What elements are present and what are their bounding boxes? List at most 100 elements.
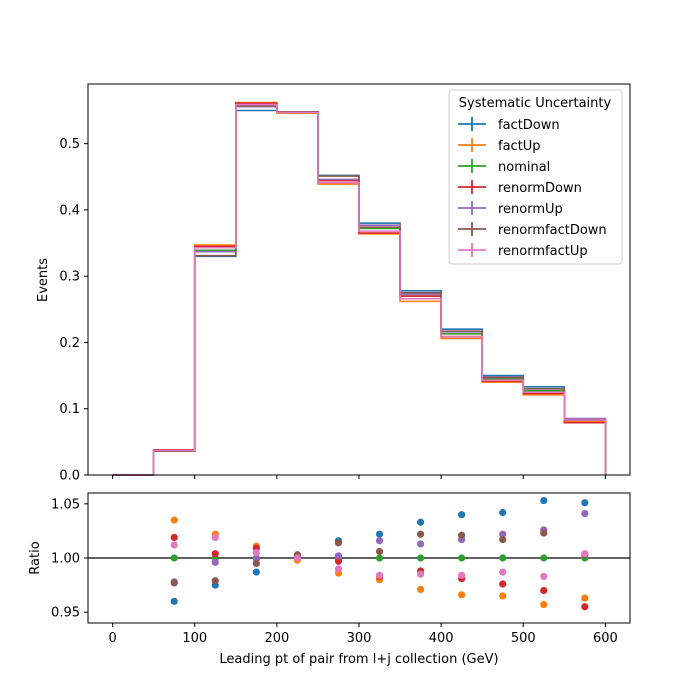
ratio-point [581,509,589,518]
legend-label: factUp [498,139,541,154]
ratio-point [540,586,548,595]
ratio-point [375,537,384,545]
ratio-point [416,540,425,548]
ratio-point [499,535,507,544]
step-series-renormfactUp [112,103,607,476]
ratio-y-ticks: 0.95 1.00 1.05 [51,497,88,621]
main-plot-frame [87,83,631,476]
legend-label: renormfactDown [498,223,607,238]
ratio-x-tick-label: 0 [108,631,116,646]
ratio-point [334,565,343,573]
main-y-tick-label: 0.2 [59,336,80,351]
ratio-point [416,554,425,562]
ratio-point [416,518,425,526]
ratio-point [211,577,219,585]
main-y-ticks: 0.0 0.1 0.2 0.3 0.4 0.5 [59,137,88,484]
ratio-series-renormfactUp [170,533,589,581]
ratio-point [581,499,589,507]
ratio-point [581,550,589,558]
ratio-point [252,559,260,568]
ratio-point [170,533,178,542]
ratio-point [416,585,425,594]
main-y-tick-label: 0.0 [59,469,80,484]
ratio-x-tick-label: 300 [347,631,372,646]
ratio-point [458,591,466,599]
main-y-tick-label: 0.1 [59,402,80,417]
ratio-point [458,554,466,562]
ratio-point [458,531,466,539]
ratio-x-tick-label: 500 [511,631,536,646]
ratio-point [170,579,178,587]
main-y-axis-label: Events [36,258,51,302]
ratio-point [540,554,548,562]
ratio-point [170,516,178,524]
ratio-x-tick-label: 100 [182,631,207,646]
main-y-tick-label: 0.5 [59,137,80,152]
ratio-point [581,594,589,602]
ratio-plot-frame [87,492,631,624]
legend-entry-renormfactUp: renormfactUp [458,243,588,259]
ratio-points [170,496,589,611]
legend-entry-renormDown: renormDown [458,180,582,196]
ratio-point [334,557,343,565]
ratio-point [170,541,178,549]
main-x-ticks [112,475,606,479]
ratio-y-tick-label: 0.95 [51,606,80,621]
legend: Systematic Uncertainty factDown factUp nom… [448,89,623,265]
step-series-renormDown [112,102,607,476]
legend-entry-renormfactDown: renormfactDown [458,222,607,238]
legend-label: nominal [498,160,550,175]
ratio-point [540,572,548,581]
main-y-tick-label: 0.4 [59,203,80,218]
ratio-y-axis-label: Ratio [28,541,43,574]
ratio-point [334,539,343,547]
ratio-point [252,548,260,557]
ratio-point [540,529,548,537]
legend-label: renormUp [498,202,563,217]
ratio-point [293,554,302,562]
ratio-point [252,568,260,576]
ratio-point [499,508,507,517]
ratio-x-axis-label: Leading pt of pair from l+j collection (… [219,652,498,667]
ratio-point [540,600,548,609]
legend-label: factDown [498,118,560,133]
legend-entry-renormUp: renormUp [458,201,563,217]
ratio-point [499,580,507,588]
main-y-tick-label: 0.3 [59,270,80,285]
ratio-point [458,571,466,579]
ratio-point [334,552,343,560]
ratio-point [375,547,384,556]
ratio-point [170,554,178,562]
legend-label: renormfactUp [498,244,588,259]
ratio-y-tick-label: 1.05 [51,497,80,512]
legend-entries: factDown factUp nominal renormDown renormUp r… [458,117,607,259]
ratio-point [458,511,466,519]
ratio-point [416,530,425,538]
ratio-point [581,603,589,611]
ratio-x-ticks: 0 100 200 300 400 500 600 [108,623,618,646]
ratio-point [499,554,507,562]
legend-entry-factUp: factUp [458,138,541,154]
ratio-x-tick-label: 400 [429,631,454,646]
main-step-series [112,101,607,476]
ratio-point [375,571,384,579]
ratio-point [170,597,178,605]
legend-entry-nominal: nominal [458,159,550,175]
legend-label: renormDown [498,181,582,196]
ratio-point [416,570,425,578]
ratio-point [499,592,507,600]
legend-entry-factDown: factDown [458,117,560,133]
ratio-point [211,558,219,566]
ratio-x-tick-label: 600 [593,631,618,646]
ratio-point [499,530,507,538]
ratio-plot-panel: 0.95 1.00 1.05 0 100 200 300 400 500 600 Ratio L… [28,492,631,667]
legend-box [448,89,623,265]
ratio-x-tick-label: 200 [264,631,289,646]
ratio-point [375,530,384,538]
ratio-point [211,533,219,542]
ratio-point [211,550,219,558]
ratio-point [499,568,507,576]
ratio-point [540,496,548,505]
legend-title: Systematic Uncertainty [459,96,612,111]
